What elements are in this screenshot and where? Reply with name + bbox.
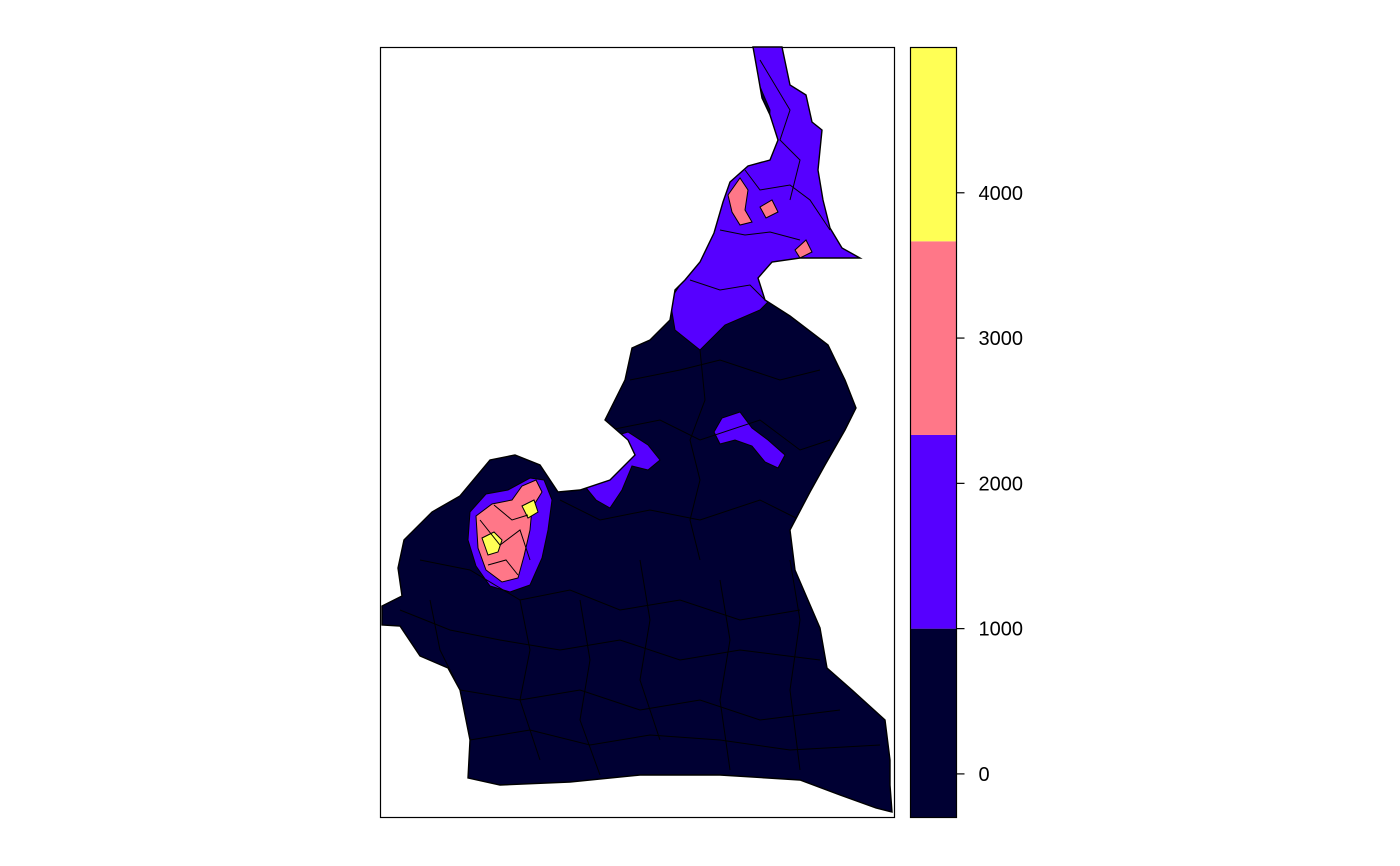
legend-class-swatch bbox=[910, 628, 957, 818]
legend-class-swatch bbox=[910, 47, 957, 242]
legend-tick-label: 4000 bbox=[979, 183, 1024, 205]
district-boundaries bbox=[399, 59, 881, 776]
west-yellow-district bbox=[481, 531, 503, 556]
legend-tick-label: 1000 bbox=[979, 619, 1024, 641]
north-pink-district bbox=[794, 239, 813, 259]
central-blue-patch bbox=[713, 411, 786, 469]
legend-tick-label: 0 bbox=[979, 764, 990, 786]
legend-class-swatch bbox=[910, 434, 957, 629]
legend-color-bar bbox=[910, 47, 957, 818]
legend-class-swatch bbox=[910, 241, 957, 435]
country-outline bbox=[381, 46, 893, 813]
north-pink-district bbox=[727, 177, 753, 226]
north-pink-district bbox=[759, 199, 779, 219]
legend-tick-label: 2000 bbox=[979, 473, 1024, 495]
legend-frame bbox=[909, 46, 958, 819]
west-yellow-district bbox=[521, 499, 539, 519]
legend-axis: 0 1000 2000 3000 4000 bbox=[956, 183, 1024, 786]
legend-tick-label: 3000 bbox=[979, 328, 1024, 350]
